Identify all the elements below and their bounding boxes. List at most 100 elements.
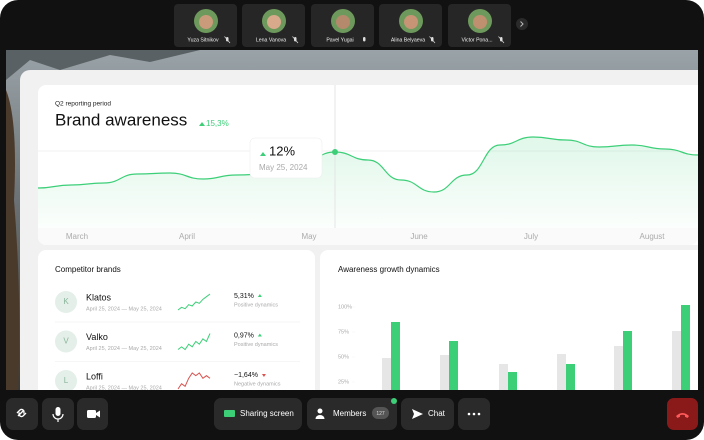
brand-change: −1,64%: [234, 372, 258, 379]
chat-label: Chat: [428, 409, 446, 418]
avatar-face: [336, 15, 350, 29]
participant-name: Alina Belyaeva: [391, 37, 425, 43]
brand-name: Loffi: [86, 371, 103, 381]
bar: [391, 322, 400, 390]
brand-change: 5,31%: [234, 293, 254, 300]
title: Brand awareness: [55, 110, 187, 129]
bar: [382, 358, 391, 390]
participant-name: Pavel Yugai: [326, 37, 353, 43]
participant-name: Yuza Sitnikov: [187, 37, 219, 43]
members-button[interactable]: [307, 398, 397, 430]
mic-mute-slash: [429, 36, 436, 44]
avatar-face: [267, 15, 281, 29]
mic-status: [363, 37, 366, 42]
mic-mute-slash: [224, 36, 231, 44]
sharing-button[interactable]: [214, 398, 302, 430]
sharing-label: Sharing screen: [240, 409, 294, 418]
bar: [508, 372, 517, 390]
highlight-point: [332, 149, 338, 155]
bar: [449, 341, 458, 390]
member-count-badge: [372, 407, 389, 419]
bar: [681, 305, 690, 390]
bar: [623, 331, 632, 390]
mic-mute-slash: [292, 36, 299, 44]
brand-avatar: [55, 291, 77, 313]
brand-name: Valko: [86, 332, 108, 342]
brand-change: 0,97%: [234, 332, 254, 339]
awareness-line: [38, 136, 698, 193]
y-tick-label: 100%: [338, 304, 352, 310]
members-label: Members: [333, 409, 366, 418]
brand-status: Positive dynamics: [234, 342, 278, 348]
y-tick-label: 75%: [338, 329, 349, 335]
member-count: 127: [376, 411, 385, 417]
month-label: May: [301, 232, 316, 241]
y-tick-label: 50%: [338, 354, 349, 360]
members-icon: [317, 408, 323, 414]
growth-chart: 100% 75% 50% 25%: [338, 304, 690, 390]
chat-icon: [412, 409, 423, 419]
brand-trend: [257, 333, 262, 337]
brand-avatar: [55, 370, 77, 390]
mic-mute-slash: [498, 36, 505, 44]
bar: [557, 354, 566, 390]
brand-dates: April 25, 2024 — May 25, 2024: [86, 346, 162, 352]
sharing-icon: [224, 410, 235, 417]
brand-trend: [257, 294, 262, 297]
month-label: June: [410, 232, 428, 241]
bar: [499, 364, 508, 390]
bar: [672, 331, 681, 390]
next-participants[interactable]: [516, 18, 528, 30]
brand-initial: K: [63, 297, 69, 306]
sparkline: [177, 372, 211, 390]
month-label: March: [66, 232, 88, 241]
brand-dates: April 25, 2024 — May 25, 2024: [86, 306, 162, 312]
competitor-title: Competitor brands: [55, 265, 121, 274]
awareness-chart: March April May June July August: [38, 85, 698, 245]
brand-status: Negative dynamics: [234, 381, 281, 387]
competitor-card: [38, 250, 315, 390]
y-tick-label: 25%: [338, 379, 349, 385]
tooltip: [249, 137, 323, 179]
month-label: August: [640, 232, 666, 241]
video-lens: [96, 410, 100, 418]
mountains: [6, 50, 200, 80]
participant-name: Lena Vanova: [256, 37, 286, 43]
growth-card: [320, 250, 698, 390]
more-dot: [477, 412, 481, 416]
bar: [440, 355, 449, 390]
brand-initial: V: [63, 337, 69, 346]
bar: [614, 346, 623, 390]
mic-icon: [55, 407, 61, 416]
chat-button[interactable]: [401, 398, 454, 430]
avatar-face: [473, 15, 487, 29]
brand-trend: [261, 374, 266, 377]
change: 15,3%: [206, 119, 229, 128]
month-label: April: [179, 232, 195, 241]
more-dot: [467, 412, 471, 416]
sparkline: [177, 333, 211, 351]
avatar-face: [199, 15, 213, 29]
month-label: July: [524, 232, 538, 241]
cliff: [6, 90, 20, 390]
activity-dot: [391, 398, 397, 404]
awareness-area: [38, 137, 698, 228]
brand-dates: April 25, 2024 — May 25, 2024: [86, 385, 162, 391]
brand-name: Klatos: [86, 292, 112, 302]
period: Q2 reporting period: [55, 101, 111, 108]
tooltip-value: 12%: [269, 143, 295, 158]
mic-stand: [52, 413, 64, 422]
hangup-icon: [676, 413, 689, 418]
link-button[interactable]: [6, 398, 38, 430]
participant-name: Victor Pona...: [461, 37, 492, 43]
link-icon: [16, 408, 27, 418]
bar: [566, 364, 575, 390]
change-arrow: [199, 122, 205, 126]
next-arrow: [520, 21, 524, 27]
brand-status: Positive dynamics: [234, 302, 278, 308]
tooltip-arrow: [260, 152, 266, 156]
axis-band: [38, 228, 698, 245]
more-dot: [472, 412, 476, 416]
